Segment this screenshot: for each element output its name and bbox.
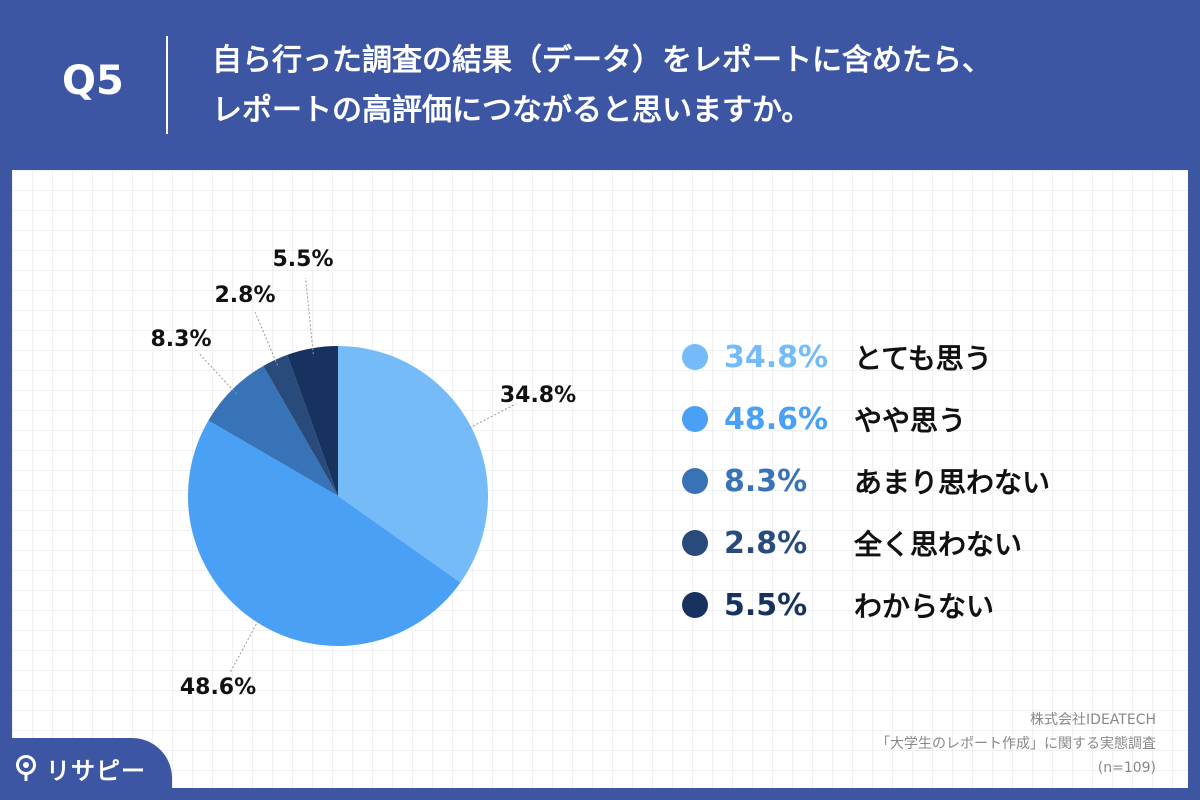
source-sample: (n=109): [1097, 760, 1156, 776]
leader-line: [305, 277, 314, 355]
legend-label: わからない: [854, 590, 995, 623]
data-label: 48.6%: [180, 675, 256, 700]
source-company: 株式会社IDEATECH: [1030, 712, 1156, 728]
legend-value: 5.5%: [724, 587, 808, 623]
question-title-line-2: レポートの高評価につながると思いますか。: [212, 93, 812, 128]
pie-slice: [287, 346, 338, 496]
leader-line: [465, 403, 517, 431]
data-label: 8.3%: [150, 327, 211, 352]
legend-label: あまり思わない: [854, 466, 1051, 499]
question-title: 自ら行った調査の結果（データ）をレポートに含めたら、 レポートの高評価につながる…: [212, 36, 1172, 136]
pie-slices: [187, 346, 489, 647]
legend-label: やや思う: [854, 404, 967, 437]
leader-line: [229, 616, 261, 673]
magnifier-icon: [16, 755, 36, 781]
pie-slice: [187, 420, 461, 647]
brand-logo: リサピー: [14, 748, 146, 788]
pie-slice: [208, 365, 338, 496]
legend-value: 48.6%: [724, 401, 829, 437]
brand-logo-text: リサピー: [46, 756, 146, 785]
legend-item: 8.3% あまり思わない: [682, 450, 1162, 512]
legend-item: 5.5% わからない: [682, 574, 1162, 636]
legend-swatch: [682, 530, 708, 556]
source-survey: 「大学生のレポート作成」に関する実態調査: [876, 736, 1156, 752]
question-number: Q5: [62, 58, 124, 104]
legend-swatch: [682, 468, 708, 494]
legend-item: 48.6% やや思う: [682, 388, 1162, 450]
legend-value: 2.8%: [724, 525, 808, 561]
pie-data-labels: 34.8% 48.6% 8.3%2.8% 5.5%: [150, 247, 576, 700]
pie-slice: [338, 346, 489, 583]
legend-value: 34.8%: [724, 339, 829, 375]
legend-value: 8.3%: [724, 463, 808, 499]
logo-tab: [0, 738, 172, 800]
pie-slice: [263, 354, 338, 496]
legend-item: 34.8% とても思う: [682, 326, 1162, 388]
source-note: 株式会社IDEATECH 「大学生のレポート作成」に関する実態調査 (n=109…: [736, 708, 1156, 780]
legend-label: とても思う: [854, 342, 992, 375]
question-header: Q5 自ら行った調査の結果（データ）をレポートに含めたら、 レポートの高評価につ…: [0, 0, 1200, 168]
pie-leader-lines: [197, 277, 517, 673]
question-title-line-1: 自ら行った調査の結果（データ）をレポートに含めたら、: [212, 43, 992, 78]
data-label: 34.8%: [500, 383, 576, 408]
legend-item: 2.8% 全く思わない: [682, 512, 1162, 574]
legend-label: 全く思わない: [854, 528, 1023, 561]
legend-swatch: [682, 344, 708, 370]
leader-line: [197, 352, 237, 395]
legend-swatch: [682, 406, 708, 432]
data-label: 2.8%: [214, 283, 275, 308]
leader-line: [254, 312, 278, 366]
legend: 34.8% とても思う 48.6% やや思う 8.3% あまり思わない 2.8% 全く思わない…: [682, 326, 1162, 636]
data-label: 5.5%: [272, 247, 333, 272]
header-divider: [166, 36, 168, 134]
legend-swatch: [682, 592, 708, 618]
